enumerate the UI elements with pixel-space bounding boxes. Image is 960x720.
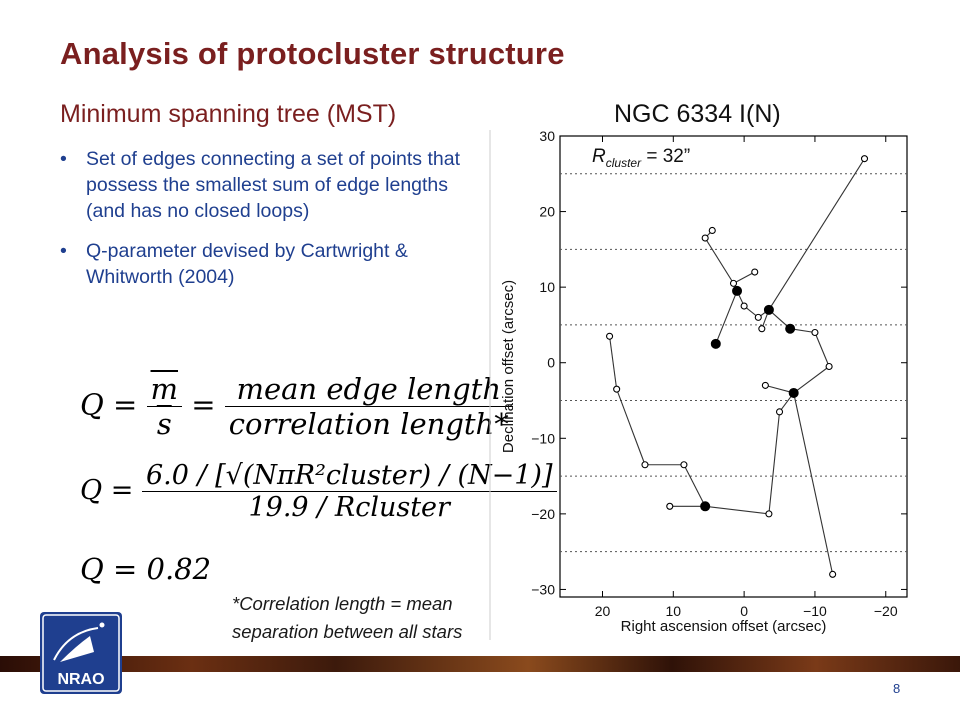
y-tick-label-5: 20 bbox=[539, 204, 555, 220]
x-tick-label-2: 0 bbox=[740, 603, 748, 619]
y-axis-label: Declination offset (arcsec) bbox=[500, 280, 517, 453]
data-point-1 bbox=[613, 385, 621, 393]
mst-edge-20 bbox=[704, 237, 734, 284]
data-point-20 bbox=[751, 268, 759, 276]
rcluster-annotation: Rcluster = 32” bbox=[592, 146, 690, 170]
data-point-7 bbox=[775, 408, 784, 416]
mst-edge-23 bbox=[768, 158, 865, 311]
mst-edge-0 bbox=[609, 336, 618, 390]
eq2-frac: 6.0 / [√(NπR²cluster) / (N−1)] 19.9 / Rc… bbox=[141, 460, 557, 523]
x-tick-label-3: −10 bbox=[803, 603, 827, 619]
data-point-24 bbox=[860, 155, 869, 163]
y-tick-label-3: 0 bbox=[547, 355, 555, 371]
equation-q-formula: Q = 6.0 / [√(NπR²cluster) / (N−1)] 19.9 … bbox=[80, 460, 557, 523]
data-point-5 bbox=[666, 502, 674, 510]
data-point-19 bbox=[729, 279, 738, 287]
data-point-2 bbox=[641, 461, 649, 469]
bottom-decorative-band bbox=[0, 656, 960, 672]
footnote-line-2: separation between all stars bbox=[232, 621, 463, 642]
mst-edge-22 bbox=[715, 290, 738, 345]
footnote: *Correlation length = mean separation be… bbox=[232, 590, 462, 646]
y-tick-label-0: −30 bbox=[531, 581, 555, 597]
point-layer bbox=[606, 155, 869, 578]
data-point-3 bbox=[680, 461, 688, 469]
eq1-frac-words: mean edge length correlation length* bbox=[224, 372, 513, 441]
y-tick-label-2: −10 bbox=[531, 430, 555, 446]
data-point-21 bbox=[701, 234, 709, 242]
x-tick-label-0: 20 bbox=[595, 603, 611, 619]
y-tick-label-1: −20 bbox=[531, 506, 555, 522]
eq1-mbar: m bbox=[146, 372, 183, 407]
data-point-6 bbox=[765, 510, 773, 518]
bullet-q-parameter: Q-parameter devised by Cartwright & Whit… bbox=[60, 238, 490, 290]
mst-edge-10 bbox=[793, 366, 830, 394]
plot-frame bbox=[559, 135, 908, 598]
eq2-lhs: Q = bbox=[80, 475, 134, 506]
x-axis-label: Right ascension offset (arcsec) bbox=[621, 618, 827, 635]
mst-edge-1 bbox=[616, 388, 646, 465]
rcluster-r: R bbox=[592, 146, 606, 167]
slide-title: Analysis of protocluster structure bbox=[60, 36, 565, 71]
mst-edge-19 bbox=[733, 271, 756, 284]
mst-edge-8 bbox=[793, 392, 834, 575]
mst-edge-3 bbox=[683, 464, 706, 507]
bullet-mst-definition: Set of edges connecting a set of points … bbox=[60, 146, 490, 224]
eq2-numerator: 6.0 / [√(NπR²cluster) / (N−1)] bbox=[141, 460, 557, 492]
data-point-18 bbox=[732, 285, 743, 296]
data-point-15 bbox=[754, 313, 762, 321]
eq1-equals: = bbox=[191, 387, 216, 422]
data-point-10 bbox=[761, 381, 769, 389]
mst-edge-11 bbox=[814, 332, 830, 367]
eq1-numerator: mean edge length bbox=[224, 372, 513, 407]
data-point-17 bbox=[740, 302, 748, 310]
rcluster-value: = 32” bbox=[641, 146, 691, 167]
eq1-lhs: Q = bbox=[80, 387, 138, 422]
data-point-13 bbox=[785, 323, 796, 334]
plot-title: NGC 6334 I(N) bbox=[614, 100, 781, 128]
data-point-22 bbox=[708, 226, 716, 235]
data-point-23 bbox=[710, 338, 721, 349]
rcluster-sub: cluster bbox=[605, 156, 642, 170]
equation-q-value: Q = 0.82 bbox=[80, 552, 212, 586]
logo-text: NRAO bbox=[57, 671, 104, 688]
eq2-denominator: 19.9 / Rcluster bbox=[248, 492, 450, 523]
data-point-9 bbox=[829, 570, 837, 578]
x-tick-label-1: 10 bbox=[666, 603, 682, 619]
data-point-11 bbox=[825, 362, 833, 371]
data-point-0 bbox=[606, 332, 614, 340]
data-point-4 bbox=[700, 501, 711, 512]
equation-q-definition: Q = m s = mean edge length correlation l… bbox=[80, 372, 513, 441]
eq1-sbar: s bbox=[156, 407, 172, 441]
tick-layer: 20 10 0 −10 −20 −30 −20 −10 0 10 20 30 bbox=[531, 128, 907, 619]
bullet-list: Set of edges connecting a set of points … bbox=[60, 146, 490, 304]
slide-subtitle: Minimum spanning tree (MST) bbox=[60, 100, 397, 128]
eq1-frac-ms: m s bbox=[146, 372, 183, 441]
x-tick-label-4: −20 bbox=[874, 603, 898, 619]
footnote-line-1: *Correlation length = mean bbox=[232, 593, 453, 614]
page-number: 8 bbox=[893, 681, 901, 696]
eq1-denominator: correlation length* bbox=[228, 407, 509, 441]
nrao-logo: NRAO bbox=[40, 612, 122, 694]
mst-edge-6 bbox=[768, 411, 781, 514]
data-point-12 bbox=[811, 328, 819, 337]
data-point-16 bbox=[758, 325, 766, 333]
data-point-8 bbox=[788, 387, 799, 398]
mst-edge-5 bbox=[705, 505, 769, 515]
data-point-14 bbox=[763, 304, 774, 315]
y-tick-label-6: 30 bbox=[539, 128, 555, 144]
grid-layer bbox=[560, 173, 907, 553]
y-tick-label-4: 10 bbox=[539, 279, 555, 295]
